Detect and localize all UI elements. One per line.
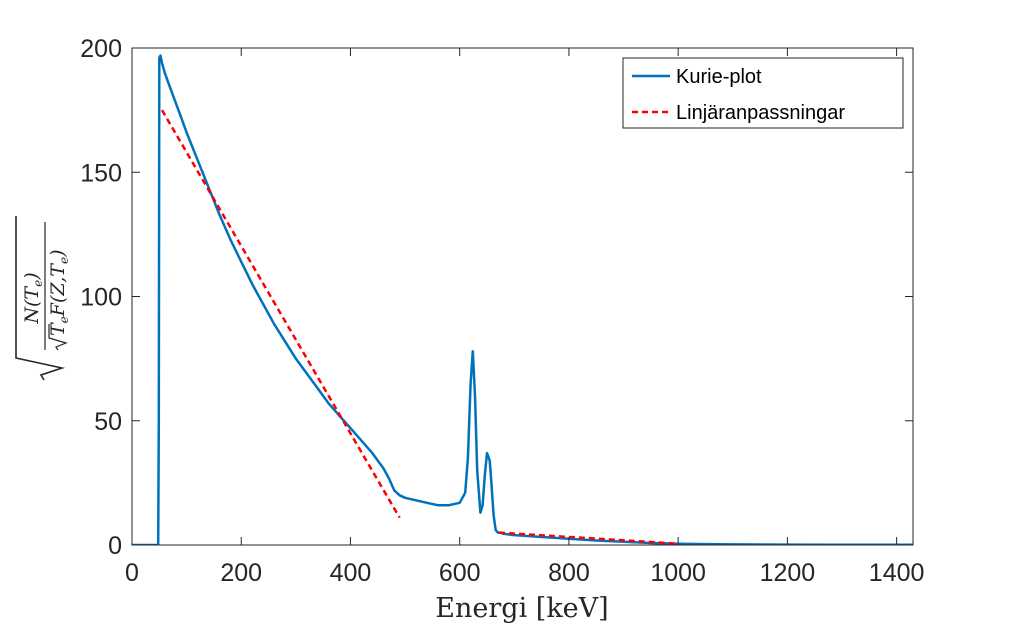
x-axis-label: Energi [keV] [435,593,608,624]
ylabel-denominator-sub: e [57,316,71,323]
sqrt-radical [15,216,66,381]
ylabel-numerator-close: ) [21,272,43,280]
x-tick-label: 1000 [650,559,706,587]
y-axis-label: N(Te) TeF(Z,Te) [15,216,71,381]
legend: Kurie-plot Linjäranpassningar [622,57,904,129]
x-tick-label: 800 [548,559,590,587]
series-kurie-plot-line [132,54,913,545]
svg-text:TeF(Z,Te): TeF(Z,Te) [47,249,71,336]
y-tick-label: 150 [80,159,122,187]
x-tick-label: 400 [330,559,372,587]
x-tick-label: 1400 [869,559,925,587]
legend-box [622,57,904,129]
plot-area [132,48,913,545]
y-tick-label: 50 [94,408,122,436]
legend-label-kurie: Kurie-plot [676,66,762,88]
legend-label-fit: Linjäranpassningar [676,102,845,124]
x-tick-label: 200 [220,559,262,587]
ylabel-denominator-sub2: e [57,257,71,264]
ylabel-denominator-b: F(Z,T [47,263,69,318]
ylabel-denominator-close: ) [47,249,69,257]
svg-text:N(Te): N(Te) [21,272,45,324]
x-tick-label: 0 [125,559,139,587]
y-tick-label: 200 [80,35,122,63]
ylabel-denominator-a: T [47,322,69,336]
y-tick-label: 0 [108,532,122,560]
x-tick-label: 1200 [760,559,816,587]
x-tick-label: 600 [439,559,481,587]
y-tick-label: 100 [80,284,122,312]
ylabel-inner-sqrt [48,324,68,351]
series-fit-segment-1 [160,109,401,519]
ylabel-numerator-sub: e [31,280,45,287]
ylabel-numerator: N(T [21,286,43,325]
